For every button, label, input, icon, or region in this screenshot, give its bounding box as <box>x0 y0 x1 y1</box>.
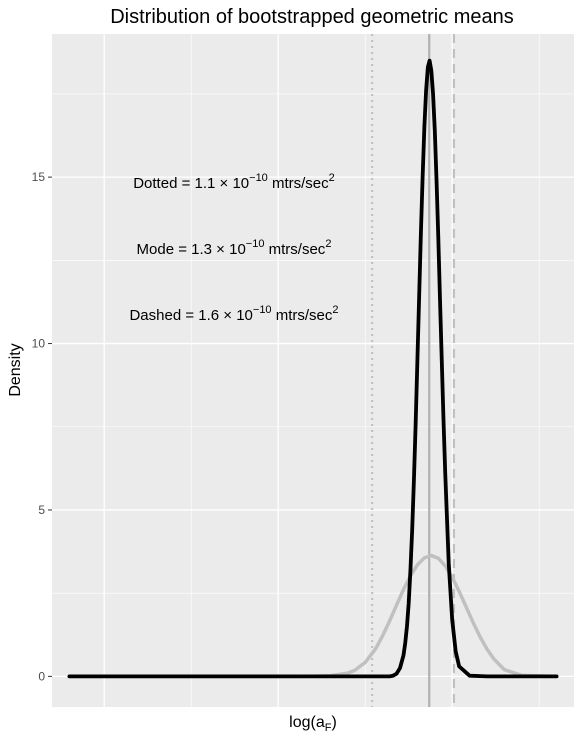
y-axis: 0 5 10 15 <box>32 170 52 683</box>
annotation-mode: Mode = 1.3 × 10−10 mtrs/sec2 <box>137 238 332 258</box>
x-axis-label: log(aF) <box>289 714 337 734</box>
y-tick-label: 5 <box>38 503 45 517</box>
x-axis-label-close: ) <box>331 714 336 731</box>
x-axis-label-main: log(a <box>289 714 325 731</box>
y-tick-label: 10 <box>32 337 46 351</box>
x-axis-label-subscript: F <box>325 722 332 734</box>
series-line-2 <box>67 58 559 679</box>
annotation-dashed: Dashed = 1.6 × 10−10 mtrs/sec2 <box>129 304 338 324</box>
y-tick-label: 0 <box>38 669 45 683</box>
density-curves <box>67 58 559 679</box>
reference-lines <box>371 34 456 707</box>
annotations: Dotted = 1.1 × 10−10 mtrs/sec2 Mode = 1.3… <box>129 172 338 324</box>
annotation-dotted: Dotted = 1.1 × 10−10 mtrs/sec2 <box>133 172 335 192</box>
y-axis-label: Density <box>7 343 24 396</box>
plot-panel <box>52 34 574 707</box>
chart-title: Distribution of bootstrapped geometric m… <box>110 6 514 28</box>
y-tick-label: 15 <box>32 170 46 184</box>
